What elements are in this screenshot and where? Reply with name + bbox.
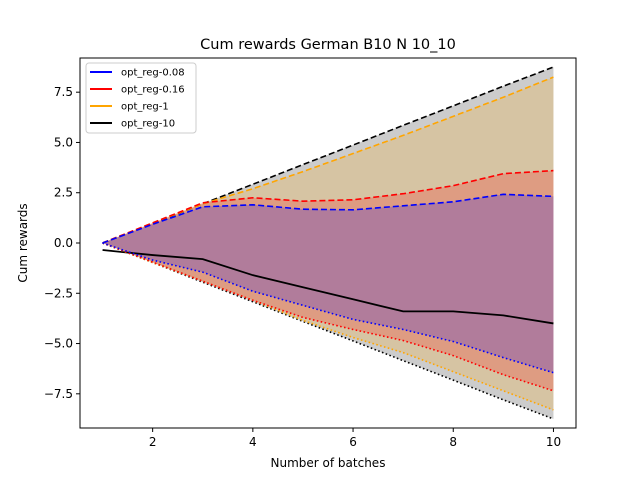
x-tick-label: 10 bbox=[546, 435, 561, 449]
band-opt_reg-10 bbox=[102, 67, 554, 419]
upper-line-opt_reg-1 bbox=[102, 76, 554, 244]
mean-line-opt_reg-10 bbox=[102, 249, 554, 325]
y-tick-label: −5.0 bbox=[44, 337, 73, 351]
y-tick-label: −7.5 bbox=[44, 387, 73, 401]
chart-title: Cum rewards German B10 N 10_10 bbox=[200, 37, 456, 53]
legend-label-opt_reg-10: opt_reg-10 bbox=[121, 119, 175, 130]
legend-label-opt_reg-0.16: opt_reg-0.16 bbox=[121, 85, 185, 96]
x-axis-ticks: 2 4 6 8 10 bbox=[149, 428, 561, 449]
y-tick-label: 0.0 bbox=[54, 236, 73, 250]
band-opt_reg-0.16 bbox=[102, 170, 554, 391]
y-tick-label: −2.5 bbox=[44, 286, 73, 300]
upper-line-opt_reg-0.08 bbox=[102, 193, 554, 244]
y-tick-label: 2.5 bbox=[54, 186, 73, 200]
y-axis-ticks: −7.5 −5.0 −2.5 0.0 2.5 5.0 7.5 bbox=[44, 85, 80, 401]
x-tick-label: 2 bbox=[149, 435, 157, 449]
x-tick-label: 4 bbox=[249, 435, 257, 449]
y-axis-label: Cum rewards bbox=[16, 203, 30, 282]
legend-label-opt_reg-1: opt_reg-1 bbox=[121, 102, 169, 113]
confidence-bands bbox=[102, 67, 554, 419]
legend-box bbox=[85, 62, 197, 134]
x-axis-label: Number of batches bbox=[271, 456, 386, 470]
series-lines bbox=[102, 66, 554, 420]
legend-label-opt_reg-0.08: opt_reg-0.08 bbox=[121, 68, 185, 79]
band-opt_reg-0.08 bbox=[102, 194, 554, 373]
y-tick-label: 5.0 bbox=[54, 135, 73, 149]
legend: opt_reg-0.08 opt_reg-0.16 opt_reg-1 opt_reg… bbox=[85, 62, 197, 134]
x-tick-label: 6 bbox=[349, 435, 357, 449]
band-opt_reg-1 bbox=[102, 77, 554, 410]
x-tick-label: 8 bbox=[449, 435, 457, 449]
lower-line-opt_reg-0.16 bbox=[102, 242, 554, 392]
y-tick-label: 7.5 bbox=[54, 85, 73, 99]
lower-line-opt_reg-0.08 bbox=[102, 242, 554, 374]
